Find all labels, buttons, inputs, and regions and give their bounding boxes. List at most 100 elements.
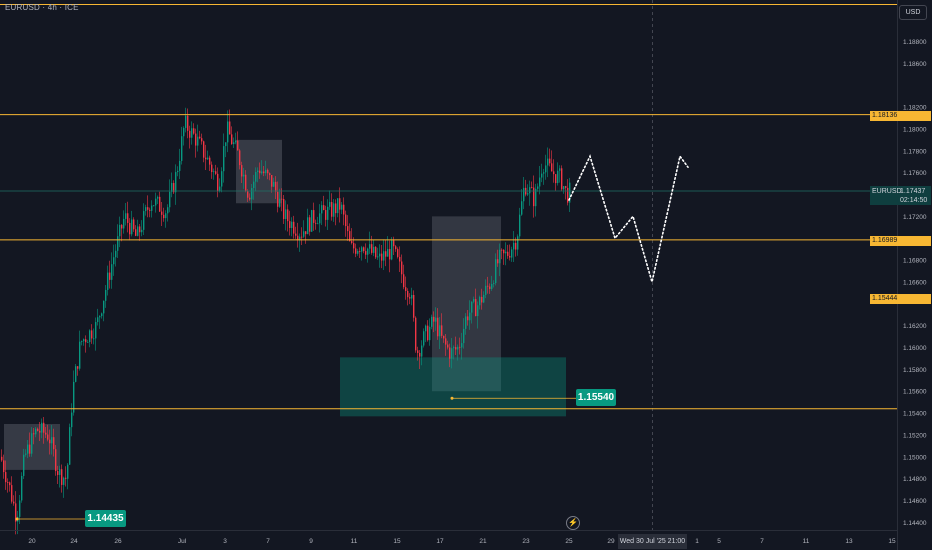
candle-body [253,181,255,189]
candle-body [343,204,345,215]
candle-body [45,432,47,435]
candle-body [249,197,251,200]
candle-body [77,366,79,369]
candle-body [187,115,189,131]
candle-body [411,294,413,299]
price-tick-label: 1.14600 [903,498,927,505]
candle-body [487,285,489,287]
candle-body [537,186,539,189]
candle-body [347,226,349,232]
candle-body [99,316,101,318]
candle-body [309,217,311,232]
candle-body [259,170,261,174]
time-tick-label: 1 [695,538,699,545]
candle-body [429,326,431,341]
candle-body [261,171,263,174]
candle-body [71,412,73,428]
candle-body [115,250,117,258]
candle-body [545,165,547,173]
candle-body [107,272,109,290]
candle-body [315,222,317,224]
candle-body [333,203,335,217]
candle-body [159,196,161,212]
candle-body [415,317,417,351]
candle-body [149,209,151,211]
candle-body [305,231,307,235]
candle-body [257,170,259,173]
candle-body [391,240,393,260]
candle-body [527,193,529,195]
candle-body [245,174,247,192]
candle-body [223,146,225,172]
overlays [0,114,897,521]
candle-body [59,469,61,475]
candle-body [287,209,289,222]
demand-zone [340,357,566,417]
candle-body [5,472,7,483]
candle-body [111,264,113,280]
candle-body [79,341,81,369]
time-tick-label: 13 [845,538,853,545]
symbol-title[interactable]: EURUSD · 4h · ICE [5,3,79,12]
swing-low-dot [450,396,454,400]
candle-body [63,477,65,485]
candle-body [25,453,27,455]
candle-body [13,501,15,504]
candle-body [221,171,223,187]
candle-body [277,191,279,207]
candle-body [199,136,201,139]
price-tick-label: 1.15600 [903,389,927,396]
lightning-icon[interactable]: ⚡ [566,516,580,530]
candle-body [523,187,525,202]
candle-body [303,231,305,237]
candle-body [299,236,301,240]
candle-body [33,433,35,435]
candle-body [291,221,293,228]
candle-body [519,214,521,237]
time-tick-label: 7 [760,538,764,545]
candle-body [41,422,43,433]
candle-body [395,246,397,250]
candle-body [153,205,155,207]
level-tag-1: 1.18136 [870,111,931,121]
candle-body [105,289,107,301]
time-tick-label: 3 [223,538,227,545]
time-tick-label: 26 [114,538,122,545]
candle-body [31,433,33,454]
candle-body [435,317,437,322]
candle-body [225,142,227,147]
candle-body [567,187,569,203]
candle-body [409,297,411,299]
candle-body [475,299,477,317]
candle-body [167,207,169,214]
candle-body [177,170,179,173]
time-tick-label: 25 [565,538,573,545]
candle-body [209,157,211,165]
price-axis[interactable]: 1.14400 1.14600 1.14800 1.15000 1.15200 1.154… [897,0,932,550]
time-tick-label: 21 [479,538,487,545]
time-tick-label: 7 [266,538,270,545]
price-tick-label: 1.16200 [903,323,927,330]
price-tick-label: 1.16000 [903,345,927,352]
currency-button[interactable]: USD [899,5,927,20]
price-callout-2: 1.14435 [85,510,126,527]
candle-body [51,437,53,444]
price-callout-1: 1.15540 [576,389,616,406]
candle-body [561,168,563,190]
candle-body [355,248,357,254]
price-tick-label: 1.18200 [903,105,927,112]
candle-body [101,313,103,317]
time-tick-label: 23 [522,538,530,545]
candle-body [481,296,483,303]
candle-body [541,173,543,178]
candle-body [331,202,333,217]
candle-body [363,247,365,252]
candle-body [539,177,541,187]
candle-body [313,210,315,223]
candle-body [163,214,165,219]
candle-body [67,464,69,479]
candle-body [449,347,451,359]
candle-body [237,140,239,151]
time-axis[interactable]: 20 24 26 Jul 3 7 9 11 15 17 21 23 25 29 1 5 7 11 13 15 [0,530,897,546]
